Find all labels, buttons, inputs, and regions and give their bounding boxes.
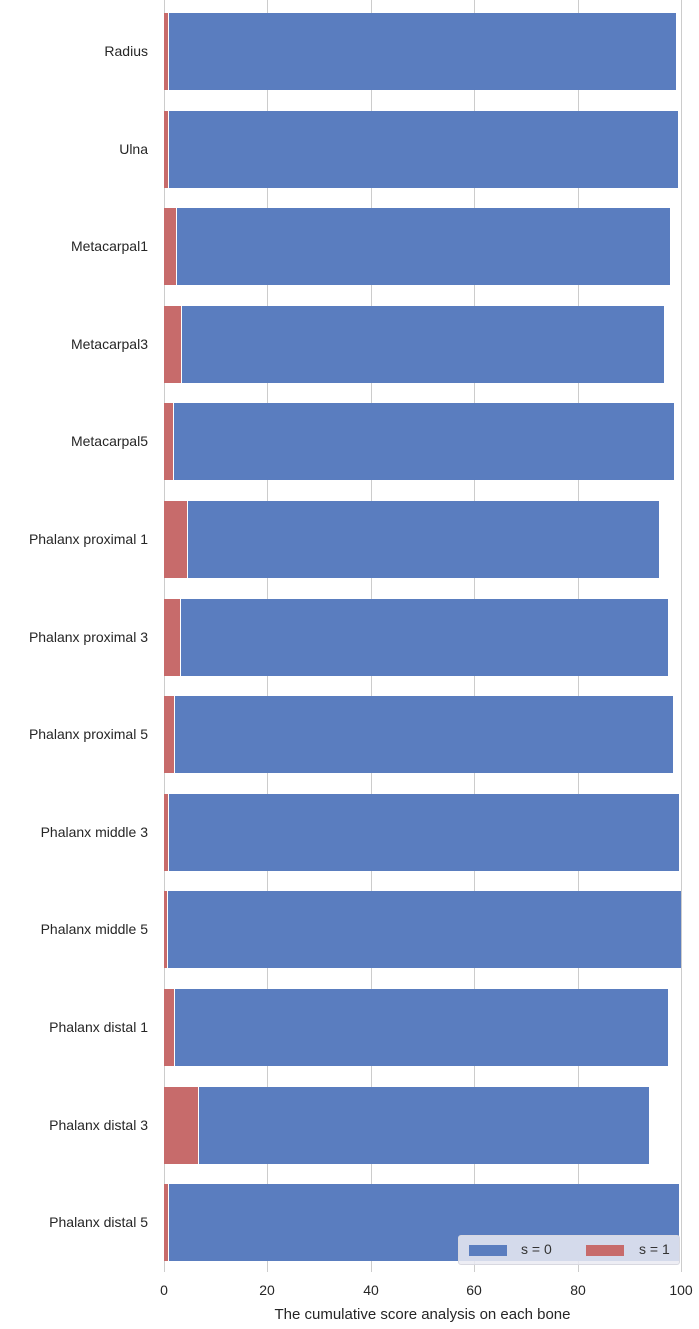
legend-label-s0: s = 0 [521,1241,552,1257]
bar-s0 [164,306,664,383]
bar-s0 [164,111,678,188]
y-tick-label: Phalanx proximal 1 [28,530,148,547]
x-tick-label: 60 [466,1282,482,1298]
bar-s1 [164,1087,198,1164]
y-tick-label: Radius [104,42,148,59]
y-tick-label: Ulna [119,140,148,157]
bar-s0 [164,989,668,1066]
y-tick-label: Metacarpal1 [70,237,148,254]
bar-s0 [164,501,659,578]
bar-s0 [164,696,673,773]
bar-separator [173,403,174,480]
x-tick-label: 80 [570,1282,586,1298]
bar-s1 [164,599,180,676]
bar-s0 [164,403,674,480]
bar-s0 [164,13,676,90]
x-tick-label: 100 [669,1282,693,1298]
bar-s1 [164,208,176,285]
bar-separator [168,13,169,90]
bar-s0 [164,599,668,676]
legend: s = 0 s = 1 [458,1235,680,1265]
bar-s0 [164,208,670,285]
x-tick-label: 0 [160,1282,168,1298]
bar-s0 [164,794,679,871]
bar-s0 [164,891,681,968]
bar-s1 [164,891,167,968]
bar-s1 [164,501,187,578]
bar-s1 [164,111,168,188]
legend-label-s1: s = 1 [639,1241,670,1257]
x-axis-label: The cumulative score analysis on each bo… [274,1306,571,1323]
y-tick-label: Phalanx middle 3 [40,823,148,840]
y-tick-label: Phalanx distal 5 [49,1213,148,1230]
y-tick-label: Phalanx distal 3 [49,1116,148,1133]
bar-s1 [164,306,181,383]
y-tick-label: Metacarpal3 [70,335,148,352]
bar-s1 [164,696,174,773]
bar-separator [187,501,188,578]
legend-swatch-s0 [469,1245,507,1256]
y-tick-label: Phalanx proximal 3 [28,628,148,645]
legend-swatch-s1 [586,1245,624,1256]
grid-line [681,0,682,1272]
bar-separator [168,794,169,871]
x-tick-label: 40 [363,1282,379,1298]
bar-separator [167,891,168,968]
bar-separator [198,1087,199,1164]
bar-s1 [164,794,168,871]
bar-separator [174,696,175,773]
bar-separator [180,599,181,676]
bar-s1 [164,403,173,480]
bar-s1 [164,1184,168,1261]
bar-separator [181,306,182,383]
y-tick-label: Phalanx distal 1 [49,1018,148,1035]
bar-s1 [164,13,168,90]
bar-separator [168,111,169,188]
y-tick-label: Phalanx middle 5 [40,920,148,937]
x-tick-label: 20 [259,1282,275,1298]
bar-s0 [164,1087,649,1164]
bar-separator [176,208,177,285]
bar-s1 [164,989,174,1066]
y-tick-label: Phalanx proximal 5 [28,725,148,742]
bar-separator [168,1184,169,1261]
bar-separator [174,989,175,1066]
y-tick-label: Metacarpal5 [70,432,148,449]
